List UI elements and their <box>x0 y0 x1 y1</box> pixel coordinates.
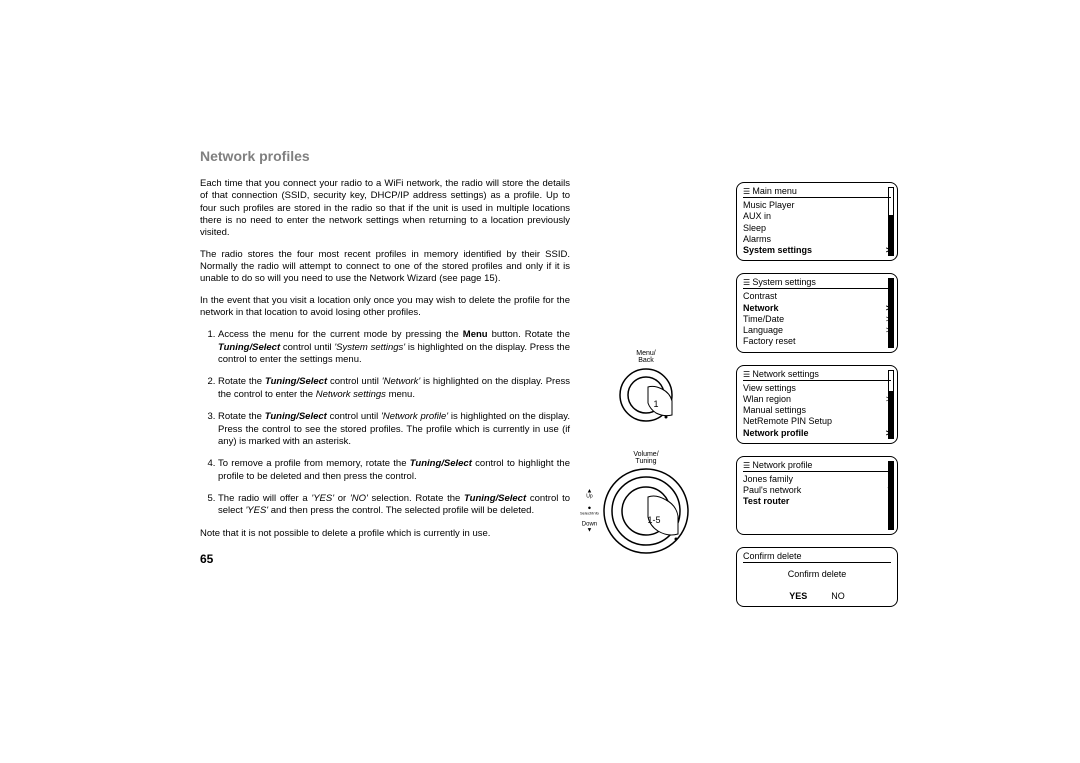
left-column: Each time that you connect your radio to… <box>200 178 570 568</box>
step-1: Access the menu for the current mode by … <box>218 329 570 366</box>
screen-confirm-delete: Confirm delete Confirm delete YES NO <box>736 547 898 607</box>
step-4: To remove a profile from memory, rotate … <box>218 458 570 483</box>
dial-number: 1 <box>653 399 658 409</box>
yes-option: YES <box>789 591 807 601</box>
no-option: NO <box>831 591 845 601</box>
dial-label: Volume/Tuning <box>586 451 706 466</box>
screen-header: Confirm delete <box>743 551 891 563</box>
page-title: Network profiles <box>200 148 900 164</box>
dials-diagram: Menu/Back 1 Volume/Tuning ▲ Up ● Select/… <box>586 350 706 583</box>
screen-header: System settings <box>743 277 891 289</box>
screen-system-settings: System settings Contrast Network> Time/D… <box>736 273 898 352</box>
dial-arrows: ▲ Up ● Select/Info Down ▼ <box>580 489 599 534</box>
scrollbar <box>888 187 894 256</box>
scrollbar <box>888 461 894 530</box>
screen-header: Network settings <box>743 369 891 381</box>
scrollbar <box>888 370 894 439</box>
screen-main-menu: Main menu Music Player AUX in Sleep Alar… <box>736 182 898 261</box>
scrollbar <box>888 278 894 347</box>
paragraph: The radio stores the four most recent pr… <box>200 249 570 286</box>
paragraph: In the event that you visit a location o… <box>200 295 570 320</box>
screen-header: Main menu <box>743 186 891 198</box>
confirm-message: Confirm delete <box>743 569 891 579</box>
step-2: Rotate the Tuning/Select control until '… <box>218 376 570 401</box>
page-number: 65 <box>200 552 570 568</box>
screen-network-profile: Network profile Jones family Paul's netw… <box>736 456 898 535</box>
tuning-dial: ▲ Up ● Select/Info Down ▼ 1-5 <box>602 467 690 555</box>
step-3: Rotate the Tuning/Select control until '… <box>218 411 570 448</box>
note: Note that it is not possible to delete a… <box>200 528 570 540</box>
screen-network-settings: Network settings View settings Wlan regi… <box>736 365 898 444</box>
steps-list: Access the menu for the current mode by … <box>200 329 570 517</box>
step-5: The radio will offer a 'YES' or 'NO' sel… <box>218 493 570 518</box>
screen-header: Network profile <box>743 460 891 472</box>
dial-label: Menu/Back <box>586 350 706 365</box>
dial-number: 1-5 <box>647 515 660 525</box>
radio-screens: Main menu Music Player AUX in Sleep Alar… <box>736 182 898 619</box>
paragraph: Each time that you connect your radio to… <box>200 178 570 240</box>
menu-dial: 1 <box>618 367 674 423</box>
